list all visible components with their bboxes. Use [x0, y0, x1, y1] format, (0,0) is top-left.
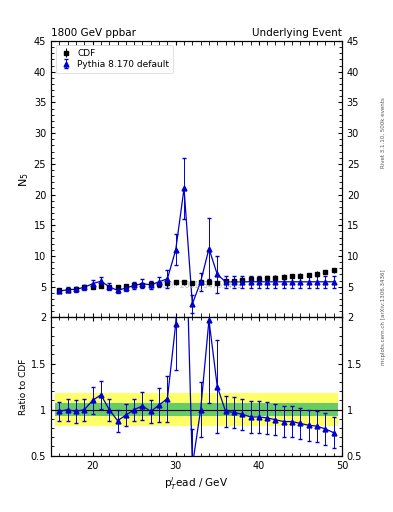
X-axis label: p$^{l}_{T}$ead / GeV: p$^{l}_{T}$ead / GeV: [164, 475, 229, 492]
Text: Underlying Event: Underlying Event: [252, 28, 342, 38]
Y-axis label: N$_5$: N$_5$: [17, 172, 31, 186]
Legend: CDF, Pythia 8.170 default: CDF, Pythia 8.170 default: [55, 46, 173, 73]
Text: mcplots.cern.ch [arXiv:1306.3436]: mcplots.cern.ch [arXiv:1306.3436]: [381, 270, 386, 365]
Y-axis label: Ratio to CDF: Ratio to CDF: [19, 358, 28, 415]
Text: 1800 GeV ppbar: 1800 GeV ppbar: [51, 28, 136, 38]
Text: CDF 2001_S4751469: CDF 2001_S4751469: [162, 280, 242, 289]
Text: Rivet 3.1.10, 500k events: Rivet 3.1.10, 500k events: [381, 98, 386, 168]
